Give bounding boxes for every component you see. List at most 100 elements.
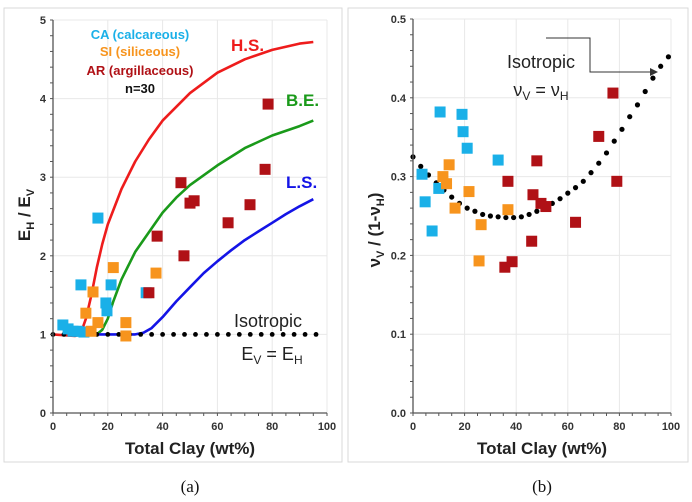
label-be: B.E.: [286, 91, 319, 110]
point-si: [80, 307, 92, 319]
isotropic-dot: [225, 332, 231, 337]
isotropic-line-a: [50, 332, 319, 337]
point-si: [107, 262, 119, 274]
isotropic-dot: [580, 178, 586, 184]
curve-hs: [52, 40, 314, 338]
isotropic-label-b: Isotropic: [507, 52, 575, 72]
isotropic-curve-b: [410, 54, 672, 221]
panel-b-frame: [347, 7, 689, 463]
isotropic-eq-a: EV = EH: [241, 344, 302, 367]
isotropic-dot: [557, 196, 563, 202]
legend-ca: CA (calcareous): [91, 27, 190, 42]
isotropic-dot: [634, 102, 641, 108]
point-ca: [434, 106, 446, 118]
x-tick-label: 20: [102, 421, 114, 433]
axes-a: 0 20 40 60 80 100 0 1 2 3 4 5: [40, 15, 336, 433]
point-ar: [188, 195, 200, 207]
isotropic-dot: [487, 213, 493, 219]
point-ar: [151, 230, 163, 242]
x-tick-label: 0: [410, 421, 416, 433]
isotropic-dot: [503, 214, 509, 221]
point-si: [120, 330, 132, 342]
point-si: [473, 255, 485, 267]
point-si: [85, 325, 97, 337]
label-hs: H.S.: [231, 36, 264, 55]
caption-a: (a): [181, 477, 200, 496]
x-tick-label: 40: [510, 421, 522, 433]
xlabel-b: Total Clay (wt%): [477, 439, 607, 458]
y-tick-label: 1: [40, 329, 46, 341]
axes-b: 0 20 40 60 80 100 0.0 0.1 0.2 0.3 0.4 0.5: [391, 14, 680, 433]
y-tick-label: 4: [40, 94, 47, 106]
isotropic-dot: [418, 163, 424, 169]
x-tick-label: 100: [318, 421, 336, 433]
point-si: [441, 178, 453, 190]
isotropic-dot: [105, 332, 111, 337]
isotropic-dot: [565, 190, 571, 196]
label-ls: L.S.: [286, 173, 317, 192]
point-ca: [419, 196, 431, 208]
point-ar: [540, 201, 552, 213]
isotropic-dot: [291, 332, 297, 337]
y-tick-label: 2: [40, 251, 46, 263]
panel-a-frame: [3, 7, 343, 463]
x-tick-label: 80: [613, 421, 625, 433]
x-tick-label: 100: [662, 421, 680, 433]
isotropic-dot: [642, 88, 648, 95]
legend-ar: AR (argillaceous): [87, 63, 194, 78]
legend-si: SI (siliceous): [100, 44, 180, 59]
point-ca: [75, 279, 87, 291]
point-ca: [416, 168, 428, 180]
point-ca: [92, 212, 104, 224]
y-tick-label: 3: [40, 172, 46, 184]
point-ca: [72, 325, 84, 337]
isotropic-dot: [611, 138, 617, 144]
y-tick-label: 0.0: [391, 408, 406, 420]
isotropic-label-a: Isotropic: [234, 311, 302, 331]
point-ar: [244, 199, 256, 211]
point-ar: [502, 175, 514, 187]
point-si: [463, 186, 475, 198]
point-ar: [222, 217, 234, 229]
x-tick-label: 0: [50, 421, 56, 433]
point-ca: [433, 182, 445, 194]
isotropic-dot: [627, 114, 633, 120]
x-tick-label: 40: [156, 421, 168, 433]
xlabel-a: Total Clay (wt%): [125, 439, 255, 458]
point-si: [120, 317, 132, 329]
isotropic-dot: [138, 332, 144, 337]
point-ar: [593, 130, 605, 142]
point-ar: [499, 261, 511, 273]
isotropic-dot: [588, 170, 594, 176]
isotropic-dot: [171, 332, 176, 337]
x-tick-label: 80: [266, 421, 278, 433]
point-si: [443, 159, 455, 171]
point-si: [150, 267, 162, 279]
isotropic-dot: [619, 126, 625, 132]
isotropic-dot: [665, 54, 672, 60]
point-ar: [506, 256, 518, 268]
annotation-arrow-line: [546, 37, 650, 73]
legend-n: n=30: [125, 81, 155, 96]
point-ar: [143, 287, 155, 299]
isotropic-dot: [149, 332, 155, 337]
point-ca: [78, 326, 90, 338]
point-ar: [611, 175, 623, 187]
isotropic-dot: [480, 211, 486, 218]
isotropic-dot: [236, 332, 242, 337]
annotation-arrow-head: [650, 68, 658, 76]
x-tick-label: 20: [458, 421, 470, 433]
point-si: [502, 204, 514, 216]
isotropic-dot: [160, 332, 166, 337]
point-ar: [607, 87, 619, 99]
y-tick-label: 0.2: [391, 250, 406, 262]
isotropic-dot: [603, 150, 610, 156]
point-ca: [101, 305, 113, 317]
point-ar: [175, 177, 187, 189]
isotropic-dot: [511, 214, 517, 221]
point-ca: [426, 225, 438, 237]
isotropic-dot: [495, 214, 501, 220]
point-ar: [570, 216, 582, 228]
y-tick-label: 0.3: [391, 172, 406, 184]
